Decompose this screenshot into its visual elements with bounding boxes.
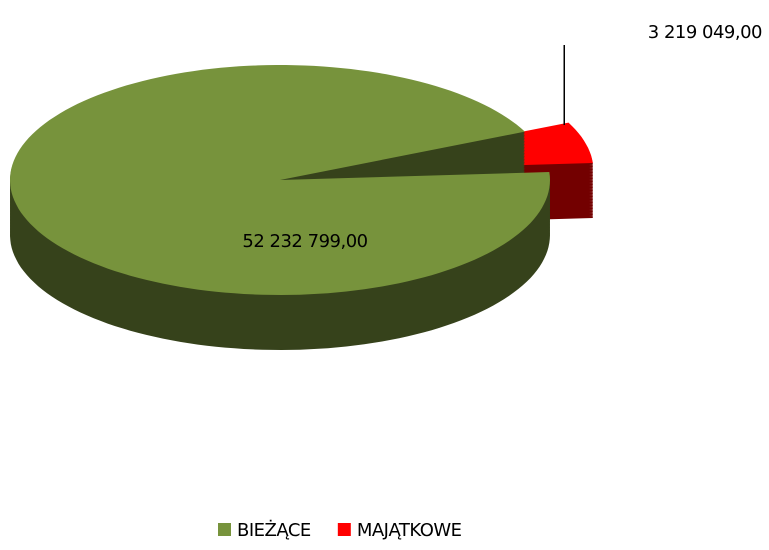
data-label: 52 232 799,00: [242, 231, 367, 252]
legend-label: MAJĄTKOWE: [357, 520, 462, 541]
data-label: 3 219 049,00: [648, 22, 762, 43]
legend-swatch: [337, 523, 351, 536]
legend-label: BIEŻĄCE: [237, 520, 311, 541]
legend: BIEŻĄCE MAJĄTKOWE: [218, 520, 462, 541]
pie: 3 219 049,00 52 232 799,00: [10, 22, 763, 350]
slice: [10, 65, 550, 295]
legend-swatch: [218, 523, 231, 536]
